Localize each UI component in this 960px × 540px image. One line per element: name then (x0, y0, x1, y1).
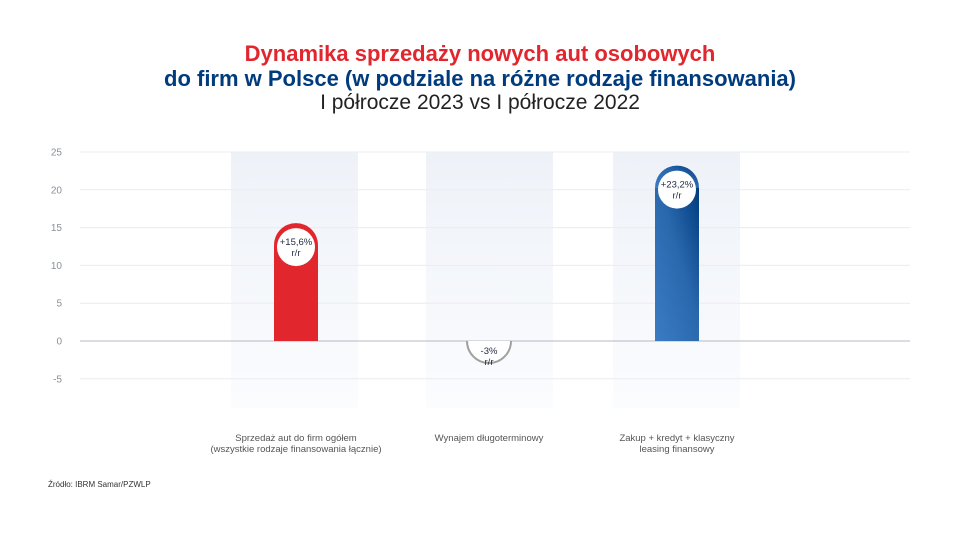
bar-1 (466, 340, 512, 364)
y-tick-label: 5 (56, 299, 62, 310)
data-label-unit: r/r (673, 191, 682, 202)
y-tick-label: 10 (51, 261, 63, 272)
category-label: Sprzedaż aut do firm ogółem (235, 433, 357, 444)
value-bubble-0 (277, 228, 315, 267)
data-label: +15,6% (280, 237, 313, 248)
category-label: Zakup + kredyt + klasyczny (619, 433, 734, 444)
category-label: leasing finansowy (640, 444, 715, 455)
category-label: (wszystkie rodzaje finansowania łącznie) (210, 444, 381, 455)
bar-2 (655, 187, 699, 341)
chart-title-line2: do firm w Polsce (w podziale na różne ro… (164, 66, 796, 91)
category-background-1 (426, 152, 553, 408)
chart-title-line1: Dynamika sprzedaży nowych aut osobowych (244, 41, 716, 66)
value-bubble-2 (658, 170, 696, 209)
y-tick-label: 25 (51, 148, 63, 159)
data-label: +23,2% (661, 180, 694, 191)
y-tick-label: -5 (53, 374, 62, 385)
data-label-unit: r/r (485, 357, 494, 368)
y-tick-label: 15 (51, 223, 63, 234)
y-tick-label: 20 (51, 185, 63, 196)
source-note: Źródło: IBRM Samar/PZWLP (48, 480, 151, 489)
y-tick-label: 0 (56, 337, 62, 348)
category-label: Wynajem długoterminowy (435, 433, 544, 444)
data-label-unit: r/r (292, 248, 301, 259)
data-label: -3% (481, 346, 498, 357)
chart-subtitle: I półrocze 2023 vs I półrocze 2022 (320, 91, 640, 114)
